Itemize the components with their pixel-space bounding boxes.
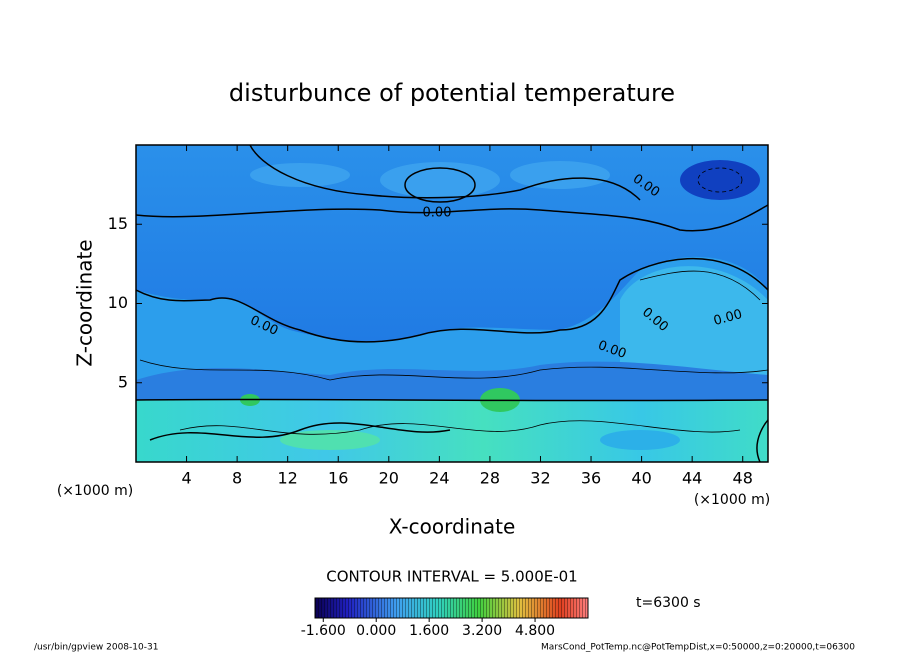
- x-axis-label: X-coordinate: [389, 515, 516, 539]
- colorbar-tick-label: -1.600: [301, 623, 346, 639]
- y-tick-label: 5: [118, 372, 128, 391]
- x-tick-label: 4: [181, 469, 191, 488]
- contour-label: 0.00: [712, 307, 744, 329]
- x-tick-label: 40: [631, 469, 651, 488]
- time-label: t=6300 s: [636, 595, 701, 611]
- x-tick-label: 12: [278, 469, 298, 488]
- x-unit-right: (×1000 m): [694, 492, 770, 508]
- colorbar-tick-label: 1.600: [409, 623, 449, 639]
- colorbar-tick-label: 0.000: [356, 623, 396, 639]
- y-tick-label: 10: [108, 293, 128, 312]
- colorbar-tick-label: 3.200: [462, 623, 502, 639]
- x-tick-label: 44: [682, 469, 702, 488]
- x-tick-label: 16: [328, 469, 348, 488]
- chart-title: disturbunce of potential temperature: [229, 79, 675, 107]
- x-tick-label: 48: [733, 469, 753, 488]
- footer-right: MarsCond_PotTemp.nc@PotTempDist,x=0:5000…: [541, 643, 855, 653]
- contour-label: 0.00: [423, 206, 452, 221]
- x-tick-label: 24: [429, 469, 449, 488]
- colorbar-frame: [314, 597, 589, 619]
- x-tick-label: 20: [379, 469, 399, 488]
- x-tick-label: 8: [232, 469, 242, 488]
- x-tick-label: 36: [581, 469, 601, 488]
- y-axis-label: Z-coordinate: [73, 239, 97, 366]
- x-tick-label: 32: [530, 469, 550, 488]
- footer-left: /usr/bin/gpview 2008-10-31: [34, 643, 158, 653]
- x-unit-left: (×1000 m): [57, 483, 133, 499]
- y-tick-label: 15: [108, 214, 128, 233]
- contour-field: [136, 145, 768, 462]
- contour-interval: CONTOUR INTERVAL = 5.000E-01: [326, 568, 577, 586]
- colorbar-tick-label: 4.800: [515, 623, 555, 639]
- x-tick-label: 28: [480, 469, 500, 488]
